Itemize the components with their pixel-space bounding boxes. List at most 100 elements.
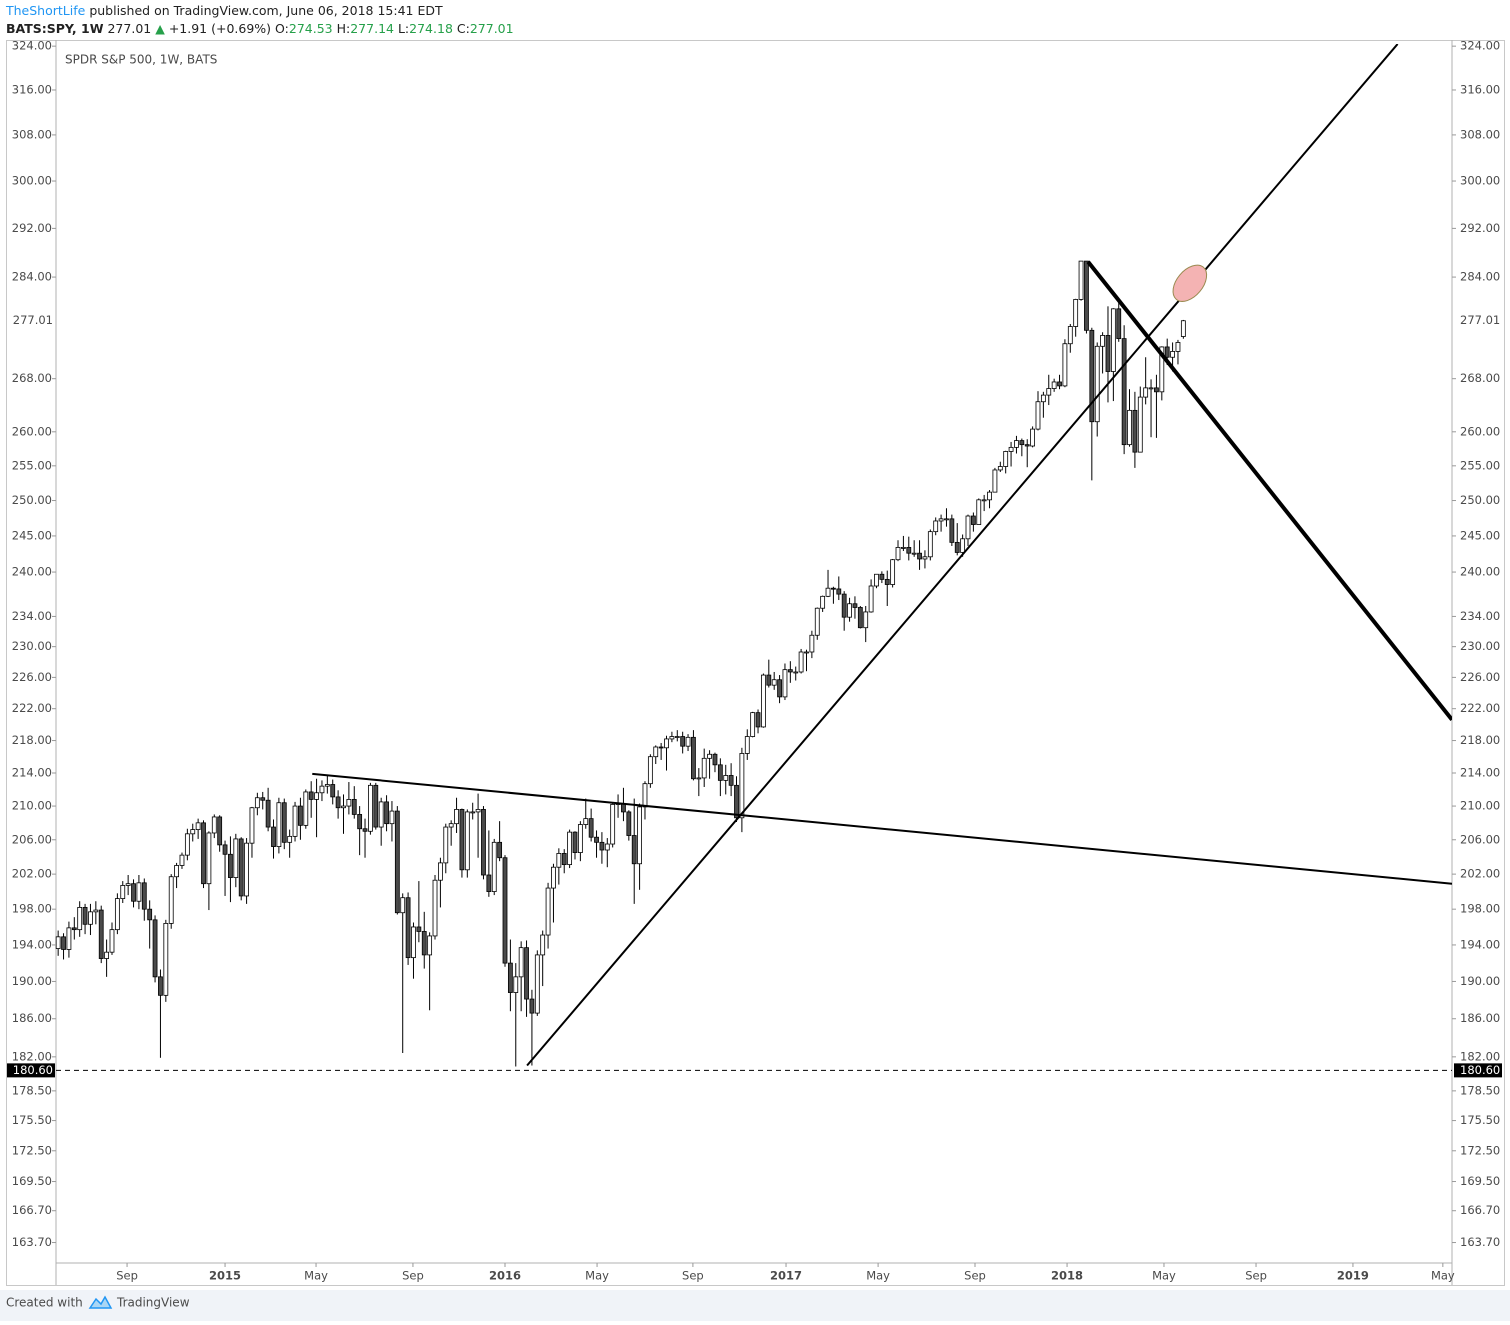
candle-body	[276, 802, 282, 847]
candle-body	[825, 587, 831, 597]
candle-body	[572, 831, 578, 853]
x-tick-label: 2016	[489, 1269, 521, 1283]
y-tick-label: 226.00	[1460, 670, 1500, 684]
candle-body	[265, 799, 271, 828]
candle-body	[163, 922, 169, 996]
hline-badge	[7, 1063, 55, 1078]
y-tick-label: 300.00	[1460, 174, 1500, 188]
c-label: C:	[457, 21, 470, 36]
candle-body	[281, 802, 287, 843]
x-tick-label: May	[866, 1269, 890, 1283]
candle-body	[723, 775, 729, 781]
y-tick-label: 324.00	[12, 39, 52, 53]
hline-label: 180.60	[13, 1063, 53, 1077]
candle-body	[443, 826, 449, 864]
last-price: 277.01	[107, 21, 151, 36]
candle-body	[93, 909, 99, 913]
candle-body	[798, 651, 804, 673]
y-tick-label: 255.00	[12, 458, 52, 472]
candle-body	[1030, 428, 1036, 447]
candle-body	[782, 669, 788, 698]
y-tick-label: 218.00	[12, 733, 52, 747]
candle-body	[981, 499, 987, 502]
x-tick-label: May	[585, 1269, 609, 1283]
chart-frame	[6, 40, 1505, 1286]
candle-body	[114, 898, 120, 931]
candle-body	[976, 499, 982, 525]
candle-body	[373, 784, 379, 828]
candle-body	[470, 811, 476, 814]
candle-body	[712, 753, 718, 766]
candle-body	[868, 585, 874, 613]
highlight-ellipse	[1172, 264, 1208, 302]
candle-body	[314, 792, 319, 800]
candle-body	[836, 588, 842, 595]
candle-body	[604, 843, 610, 851]
candle-body	[895, 547, 901, 561]
y-tick-label: 214.00	[1460, 766, 1500, 780]
candle-body	[814, 607, 820, 636]
candle-body	[906, 547, 912, 554]
candle-body	[577, 824, 583, 853]
candle-body	[911, 552, 917, 555]
candle-body	[1062, 343, 1068, 387]
candle-body	[222, 844, 228, 855]
y-tick-label: 198.00	[12, 902, 52, 916]
y-tick-label: 268.00	[12, 371, 52, 385]
up-arrow: ▲	[155, 21, 165, 36]
candle-body	[233, 838, 239, 879]
candle-body	[588, 818, 594, 838]
candle-body	[319, 785, 325, 794]
candle-body	[992, 469, 998, 493]
candle-body	[674, 736, 680, 738]
y-tick-label: 169.50	[1460, 1174, 1500, 1188]
candle-body	[66, 927, 72, 950]
published: published on TradingView.com, June 06, 2…	[89, 3, 443, 18]
candle-body	[777, 679, 782, 698]
y-tick-label: 169.50	[12, 1174, 52, 1188]
y-tick-label: 172.50	[12, 1143, 52, 1157]
y-tick-label: 316.00	[12, 82, 52, 96]
candle-body	[158, 976, 163, 996]
x-tick-label: May	[1152, 1269, 1176, 1283]
candle-body	[513, 976, 519, 993]
x-tick-label: May	[1431, 1269, 1455, 1283]
y-tick-label: 206.00	[12, 832, 52, 846]
candle-body	[1164, 346, 1170, 358]
candle-body	[1084, 260, 1089, 331]
candle-body	[341, 805, 346, 809]
candle-body	[1148, 387, 1154, 390]
candle-body	[125, 883, 131, 886]
candle-body	[454, 809, 459, 825]
candle-body	[960, 538, 966, 553]
candle-body	[1132, 409, 1138, 453]
l-label: L:	[398, 21, 409, 36]
x-tick-label: May	[304, 1269, 328, 1283]
footer-brand[interactable]: TradingView	[116, 1296, 190, 1310]
candle-body	[71, 927, 77, 931]
candle-body	[744, 736, 750, 754]
candle-body	[1159, 346, 1165, 393]
candle-body	[954, 541, 960, 553]
y-tick-label: 210.00	[1460, 799, 1500, 813]
y-tick-label: 218.00	[1460, 733, 1500, 747]
candle-body	[437, 862, 443, 881]
y-tick-label: 194.00	[1460, 937, 1500, 951]
candle-body	[556, 853, 562, 868]
y-tick-label: 324.00	[1460, 39, 1500, 53]
candle-body	[965, 515, 971, 540]
y-tick-label: 190.00	[12, 974, 52, 988]
candle-body	[524, 947, 529, 1000]
candle-body	[691, 736, 696, 780]
candle-body	[771, 679, 777, 686]
y-tick-label: 292.00	[12, 221, 52, 235]
y-tick-label: 178.50	[1460, 1083, 1500, 1097]
x-tick-label: 2019	[1337, 1269, 1369, 1283]
y-tick-label: 190.00	[1460, 974, 1500, 988]
y-tick-label: 245.00	[12, 528, 52, 542]
candle-body	[77, 907, 83, 931]
y-tick-label: 178.50	[12, 1083, 52, 1097]
candle-body	[88, 911, 93, 925]
y-tick-label: 234.00	[12, 609, 52, 623]
